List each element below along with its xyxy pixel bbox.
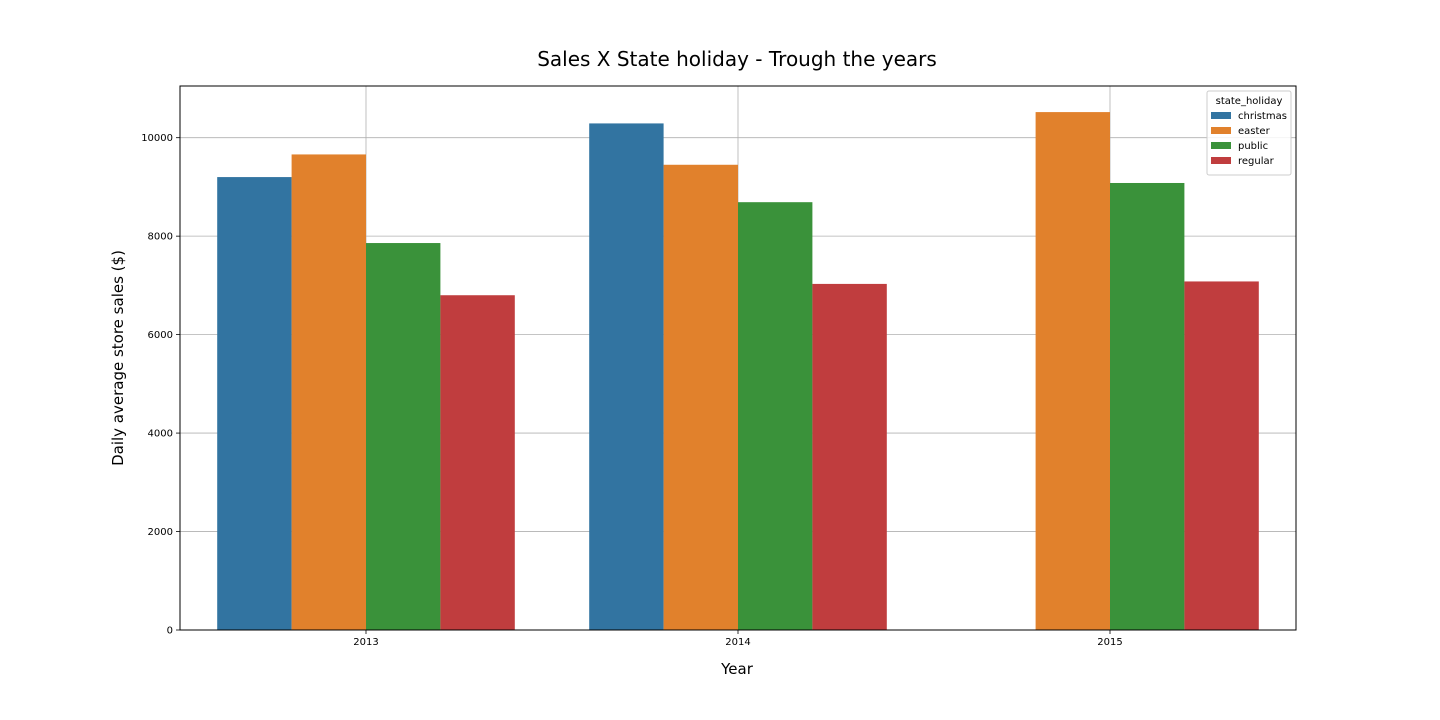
bars — [217, 112, 1259, 631]
legend: state_holiday christmas easter public regula… — [1206, 90, 1292, 176]
bar-regular-2015 — [1184, 281, 1259, 630]
x-ticks: 2013 2014 2015 — [353, 630, 1123, 648]
y-tick-label: 10000 — [141, 133, 173, 144]
bar-regular-2013 — [440, 295, 515, 630]
legend-label-easter: easter — [1238, 126, 1271, 137]
y-tick-label: 0 — [167, 626, 173, 637]
x-tick-label: 2013 — [353, 637, 378, 648]
legend-swatch-easter — [1211, 127, 1231, 134]
bar-christmas-2013 — [217, 177, 292, 631]
bar-regular-2014 — [812, 283, 887, 630]
x-axis-label: Year — [720, 660, 754, 678]
legend-label-christmas: christmas — [1238, 111, 1287, 122]
legend-title: state_holiday — [1216, 96, 1283, 107]
bar-christmas-2014 — [589, 123, 664, 631]
legend-swatch-christmas — [1211, 112, 1231, 119]
x-tick-label: 2015 — [1097, 637, 1122, 648]
bar-public-2013 — [366, 243, 441, 631]
y-tick-label: 8000 — [148, 232, 173, 243]
chart-title: Sales X State holiday - Trough the years — [537, 47, 937, 71]
legend-label-public: public — [1238, 141, 1268, 152]
y-tick-label: 4000 — [148, 429, 173, 440]
x-tick-label: 2014 — [725, 637, 750, 648]
y-ticks: 0 2000 4000 6000 8000 10000 — [141, 133, 180, 637]
y-tick-label: 6000 — [148, 330, 173, 341]
bar-easter-2013 — [291, 154, 366, 630]
legend-swatch-regular — [1211, 157, 1231, 164]
bar-easter-2015 — [1035, 112, 1110, 631]
legend-swatch-public — [1211, 142, 1231, 149]
legend-label-regular: regular — [1238, 156, 1275, 167]
bar-easter-2014 — [663, 164, 738, 630]
bar-public-2014 — [738, 202, 813, 630]
y-tick-label: 2000 — [148, 527, 173, 538]
bar-public-2015 — [1110, 182, 1185, 630]
y-axis-label: Daily average store sales ($) — [109, 250, 127, 466]
